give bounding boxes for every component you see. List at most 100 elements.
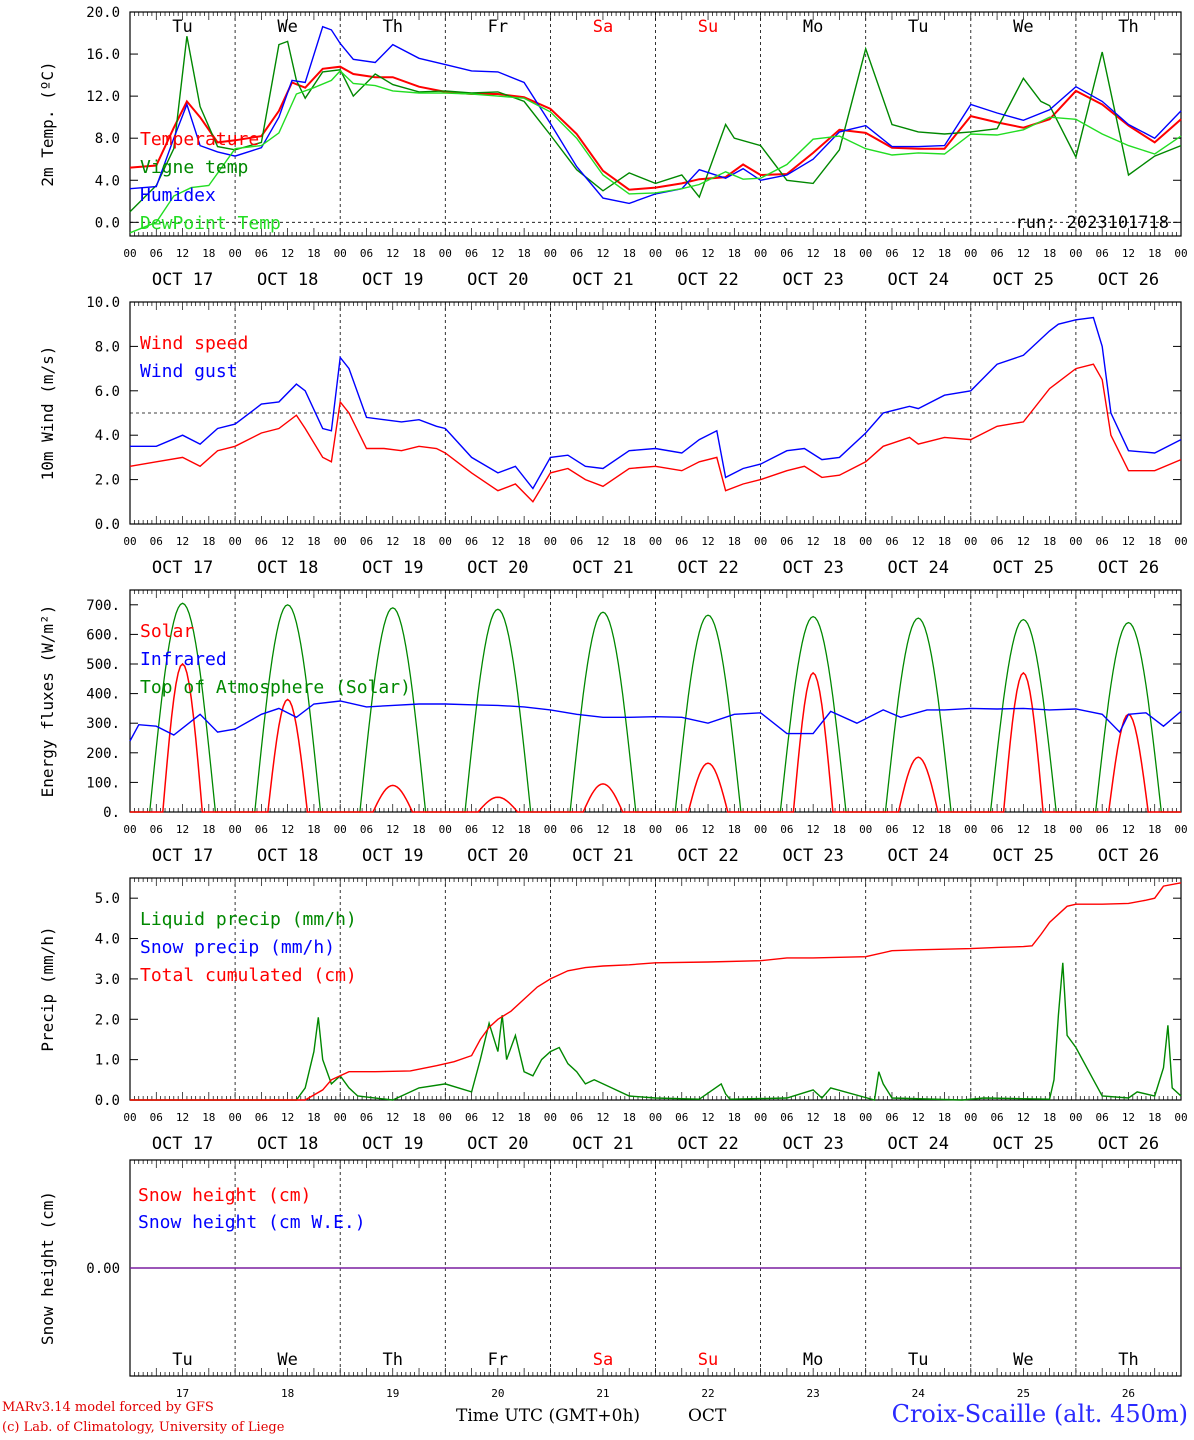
- x-date-label: OCT 26: [1098, 558, 1159, 578]
- legend-entry: DewPoint Temp: [140, 213, 281, 234]
- x-date-label: OCT 24: [888, 1134, 949, 1154]
- x-hour-label: 00: [228, 535, 241, 548]
- x-date-label: OCT 25: [993, 846, 1054, 866]
- x-date-label: OCT 18: [257, 270, 318, 290]
- x-hour-label: 00: [544, 247, 557, 260]
- x-date-label: OCT 22: [677, 846, 738, 866]
- y-tick-label: 0.00: [86, 1261, 120, 1277]
- x-hour-label: 12: [701, 535, 714, 548]
- x-hour-label: 06: [360, 535, 373, 548]
- x-date-label: OCT 22: [677, 558, 738, 578]
- y-tick-label: 0.0: [95, 1093, 120, 1109]
- x-hour-label: 06: [885, 823, 898, 836]
- legend-entry: Liquid precip (mm/h): [140, 909, 357, 930]
- x-hour-label: 12: [176, 535, 189, 548]
- x-date-label: OCT 19: [362, 270, 423, 290]
- x-hour-label: 06: [570, 1111, 583, 1124]
- x-hour-label: 12: [807, 1111, 820, 1124]
- y-tick-label: 4.0: [95, 932, 120, 948]
- panel-precip: 0.0 1.0 2.0 3.0 4.0 5.0 Precip (mm/h) Liquid pr…: [38, 877, 1188, 1154]
- day-of-week-label: Tu: [172, 1350, 192, 1370]
- x-hour-label: 00: [859, 823, 872, 836]
- x-hour-label: 00: [544, 1111, 557, 1124]
- day-of-week-label: Su: [698, 17, 718, 37]
- x-hour-label: 00: [123, 823, 136, 836]
- plot-area: [129, 316, 1182, 503]
- x-hour-label: 18: [1148, 247, 1161, 260]
- x-hour-label: 00: [123, 535, 136, 548]
- x-hour-label: 12: [912, 1111, 925, 1124]
- x-hour-label: 00: [859, 247, 872, 260]
- x-hour-label: 12: [1122, 1111, 1135, 1124]
- legend-entry: Wind gust: [140, 361, 238, 382]
- y-axis-title: 10m Wind (m/s): [38, 346, 57, 481]
- x-hour-label: 18: [728, 1111, 741, 1124]
- x-hour-label: 18: [518, 535, 531, 548]
- x-hour-label: 12: [491, 823, 504, 836]
- x-hour-label: 06: [360, 823, 373, 836]
- y-tick-label: 8.0: [95, 131, 120, 147]
- y-tick-label: 600.: [86, 627, 120, 643]
- x-date-label: OCT 22: [677, 270, 738, 290]
- x-hour-label: 06: [150, 1111, 163, 1124]
- x-hour-label: 00: [1069, 1111, 1082, 1124]
- x-hour-label: 12: [701, 247, 714, 260]
- x-hour-label: 00: [228, 1111, 241, 1124]
- x-hour-label: 18: [518, 247, 531, 260]
- series-humidex: [129, 25, 1182, 205]
- x-hour-label: 00: [754, 247, 767, 260]
- day-of-week-label: We: [277, 1350, 297, 1370]
- x-hour-label: 00: [649, 535, 662, 548]
- x-hour-label: 12: [1017, 535, 1030, 548]
- x-date-label: OCT 25: [993, 558, 1054, 578]
- x-hour-label: 00: [439, 1111, 452, 1124]
- series-wind-gust: [130, 316, 1182, 490]
- legend-entry: Infrared: [140, 649, 227, 670]
- x-date-label: 17: [176, 1387, 189, 1400]
- x-hour-label: 00: [1174, 1111, 1187, 1124]
- x-hour-label: 00: [964, 247, 977, 260]
- series-temperature: [129, 65, 1182, 191]
- legend-entry: Solar: [140, 621, 194, 642]
- series-liquid-precip-mm-h: [130, 962, 1182, 1101]
- x-hour-label: 06: [780, 247, 793, 260]
- x-hour-label: 06: [570, 823, 583, 836]
- y-tick-label: 2.0: [95, 1012, 120, 1028]
- x-hour-label: 06: [780, 535, 793, 548]
- x-hour-label: 12: [912, 535, 925, 548]
- run-label: run: 2023101718: [1015, 213, 1169, 233]
- x-hour-label: 18: [623, 535, 636, 548]
- y-tick-label: 1.0: [95, 1053, 120, 1069]
- x-date-label: 22: [701, 1387, 714, 1400]
- x-hour-label: 12: [491, 1111, 504, 1124]
- legend-entry: Humidex: [140, 185, 216, 206]
- x-hour-label: 12: [281, 535, 294, 548]
- x-date-label: OCT 24: [888, 846, 949, 866]
- y-tick-label: 0.0: [95, 215, 120, 231]
- x-hour-label: 00: [964, 823, 977, 836]
- x-hour-label: 18: [307, 535, 320, 548]
- x-axis-month: OCT: [688, 1406, 727, 1426]
- x-hour-label: 18: [623, 823, 636, 836]
- x-date-label: OCT 21: [572, 270, 633, 290]
- x-hour-label: 12: [596, 1111, 609, 1124]
- x-date-label: OCT 21: [572, 846, 633, 866]
- x-hour-label: 06: [1096, 823, 1109, 836]
- x-hour-label: 00: [544, 823, 557, 836]
- x-hour-label: 18: [938, 247, 951, 260]
- y-tick-label: 500.: [86, 657, 120, 673]
- x-date-label: 24: [912, 1387, 926, 1400]
- x-date-label: OCT 25: [993, 1134, 1054, 1154]
- x-hour-label: 00: [334, 535, 347, 548]
- x-hour-label: 12: [1122, 823, 1135, 836]
- x-date-label: OCT 17: [152, 270, 213, 290]
- x-hour-label: 00: [649, 1111, 662, 1124]
- x-hour-label: 18: [833, 823, 846, 836]
- legend-entry: Wind speed: [140, 333, 248, 354]
- x-hour-label: 06: [990, 247, 1003, 260]
- x-hour-label: 00: [334, 1111, 347, 1124]
- x-hour-label: 06: [1096, 1111, 1109, 1124]
- x-date-label: OCT 19: [362, 558, 423, 578]
- plot-area: [129, 25, 1182, 234]
- series-solar: [130, 662, 1181, 813]
